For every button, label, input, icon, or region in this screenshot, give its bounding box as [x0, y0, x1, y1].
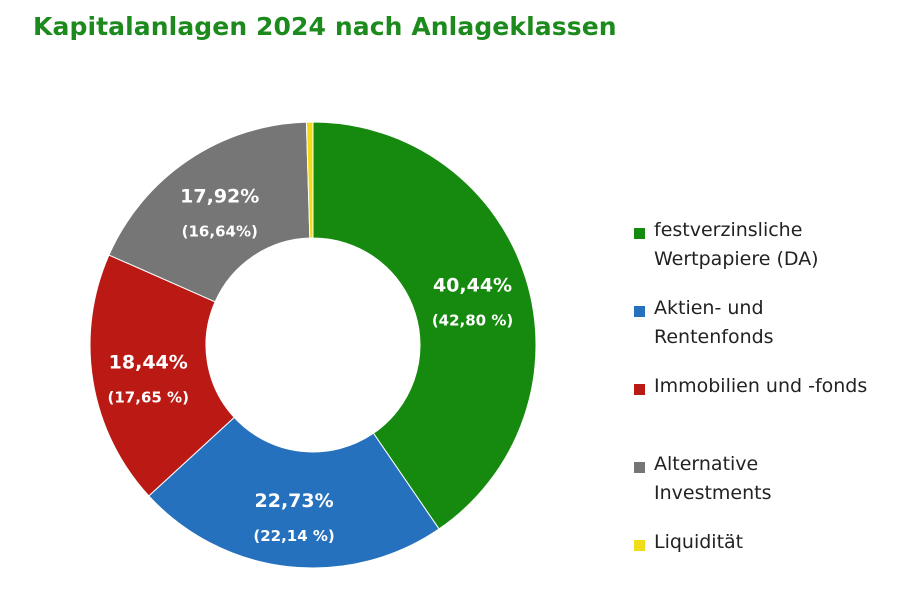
- legend-swatch-alternative: [634, 462, 645, 473]
- legend-label-liquiditaet: Liquidität: [654, 531, 744, 553]
- legend-label-festverzinsliche: festverzinsliche Wertpapiere (DA): [654, 219, 819, 270]
- legend-item-liquiditaet: Liquidität: [634, 531, 894, 557]
- chart-title: Kapitalanlagen 2024 nach Anlageklassen: [33, 12, 617, 41]
- legend-label-immobilien: Immobilien und -fonds: [654, 375, 868, 397]
- slice-sublabel-aktien: (22,14 %): [253, 527, 334, 545]
- slice-label-aktien: 22,73%: [255, 490, 334, 512]
- slice-label-festverzinsliche: 40,44%: [433, 275, 512, 297]
- legend-label-aktien: Aktien- und Rentenfonds: [654, 297, 774, 348]
- legend-swatch-liquiditaet: [634, 540, 645, 551]
- legend-swatch-festverzinsliche: [634, 228, 645, 239]
- legend-swatch-aktien: [634, 306, 645, 317]
- legend-item-festverzinsliche: festverzinsliche Wertpapiere (DA): [634, 219, 894, 274]
- legend-item-alternative: Alternative Investments: [634, 453, 894, 508]
- slice-festverzinsliche: [312, 121, 537, 530]
- slice-liquiditaet: [305, 121, 314, 239]
- slice-sublabel-festverzinsliche: (42,80 %): [432, 312, 513, 330]
- slice-sublabel-alternative: (16,64%): [182, 222, 258, 240]
- slice-label-alternative: 17,92%: [180, 185, 259, 207]
- slice-alternative: [108, 121, 311, 303]
- legend-item-aktien: Aktien- und Rentenfonds: [634, 297, 894, 352]
- slice-label-immobilien: 18,44%: [109, 351, 188, 373]
- slice-sublabel-immobilien: (17,65 %): [108, 388, 189, 406]
- legend-label-alternative: Alternative Investments: [654, 453, 772, 504]
- legend-item-immobilien: Immobilien und -fonds: [634, 375, 894, 401]
- slice-aktien: [148, 416, 440, 569]
- legend-swatch-immobilien: [634, 384, 645, 395]
- slice-immobilien: [89, 254, 235, 497]
